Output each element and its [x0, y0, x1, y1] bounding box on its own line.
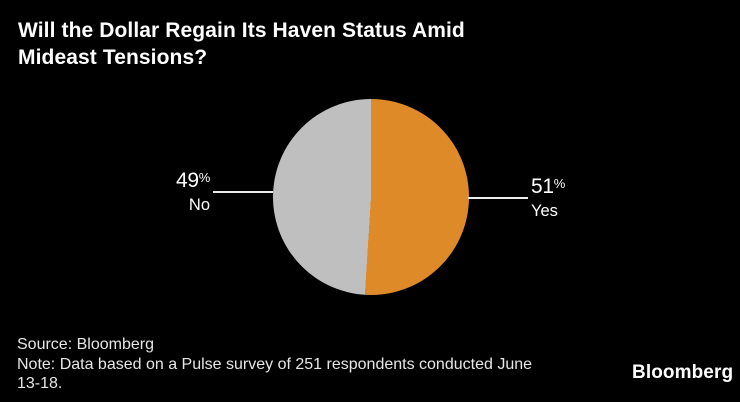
chart-title-line-1: Will the Dollar Regain Its Haven Status … [18, 19, 465, 42]
source-text: Source: Bloomberg [17, 336, 154, 353]
bloomberg-logo: Bloomberg [632, 362, 734, 383]
percent-sign: % [553, 176, 566, 191]
note-line-2: 13-18. [17, 375, 63, 392]
note-line-1: Note: Data based on a Pulse survey of 25… [17, 355, 533, 373]
footer: Source: Bloomberg Note: Data based on a … [17, 335, 532, 394]
pie-chart [273, 99, 469, 295]
slice-label-yes: 51% Yes [531, 176, 565, 220]
slice-name-no: No [188, 196, 210, 214]
slice-value-yes: 51% [531, 175, 566, 198]
slice-value-no: 49% [175, 169, 211, 192]
slice-label-no: 49% No [176, 170, 210, 214]
percent-sign: % [198, 170, 211, 185]
leader-line-yes [468, 197, 528, 199]
leader-line-no [213, 191, 273, 193]
chart-title: Will the Dollar Regain Its Haven Status … [18, 17, 465, 71]
slice-name-yes: Yes [531, 202, 558, 220]
chart-title-line-2: Mideast Tensions? [18, 46, 208, 69]
